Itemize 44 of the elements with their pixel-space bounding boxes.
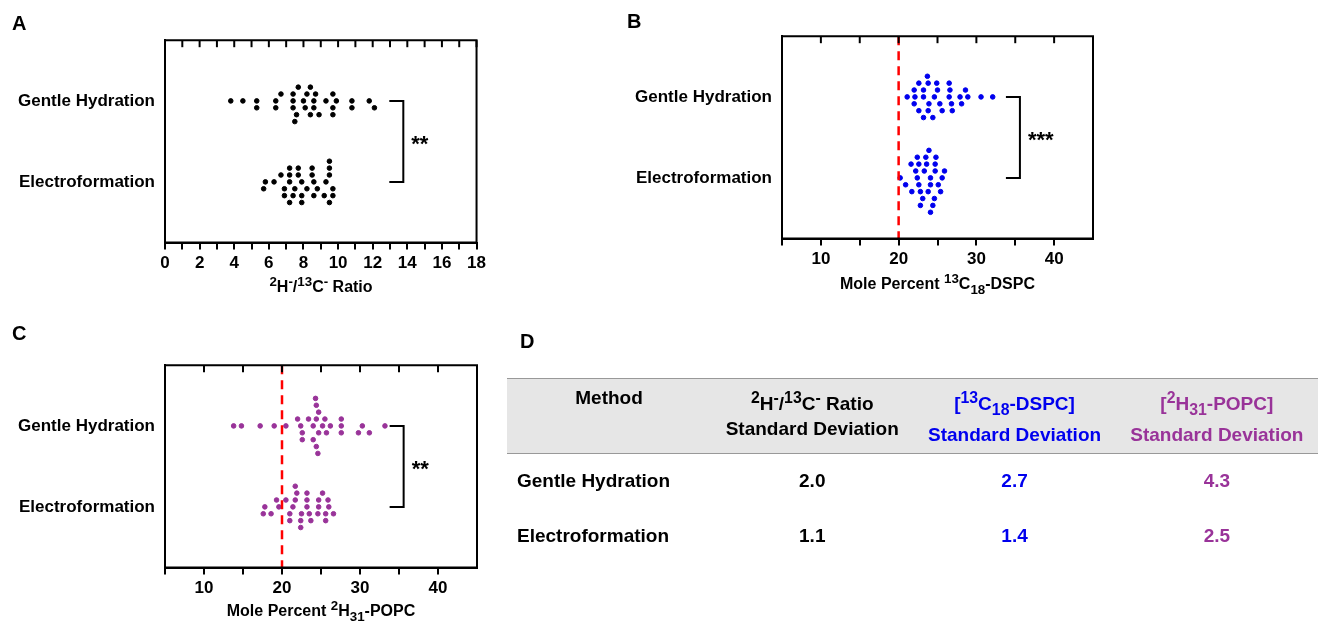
- y-tick-label: Electroformation: [18, 496, 155, 516]
- data-label: 1.1: [798, 524, 827, 549]
- legend-label: [$^{13}$C$_{18}$-DSPC] Standard Deviation: [913, 378, 1116, 454]
- data-label: 2.0: [798, 469, 827, 494]
- x-tick-label: 30: [966, 249, 986, 269]
- annotation: **: [411, 456, 430, 482]
- x-tick-label: 6: [264, 253, 274, 273]
- data-label: 2.5: [1202, 524, 1232, 549]
- x-tick-label: 10: [194, 578, 214, 598]
- x-tick-label: 8: [298, 253, 309, 273]
- text: $^{2}$H$^{-}$/$^{13}$C$^{-}$ Ratio Standard Deviation: [725, 389, 899, 440]
- x-axis-title: Mole Percent $^{2}$H$_{31}$-POPC: [225, 598, 417, 624]
- category-label: Electroformation: [516, 524, 671, 549]
- x-tick-label: 4: [229, 253, 240, 273]
- x-tick-label: 10: [328, 253, 348, 273]
- data-label: 1.4: [1000, 524, 1029, 549]
- x-tick-label: 18: [467, 253, 487, 273]
- data-label: 4.3: [1202, 469, 1232, 494]
- x-axis-title: $^{2}$H$^{-}$/$^{13}$C$^{-}$ Ratio: [268, 274, 374, 297]
- x-tick-label: 16: [432, 253, 452, 273]
- x-tick-label: 0: [160, 253, 170, 273]
- category-label: Gentle Hydration: [516, 469, 672, 494]
- legend-label: [$^{2}$H$_{31}$-POPC] Standard Deviation: [1115, 378, 1318, 454]
- annotation: **: [411, 131, 429, 157]
- chart-title: A: [12, 12, 27, 35]
- x-tick-label: 20: [272, 578, 292, 598]
- text: D: [520, 330, 535, 353]
- y-tick-label: Gentle Hydration: [18, 90, 155, 110]
- x-axis-title: Mole Percent $^{13}$C$_{18}$-DSPC: [839, 271, 1036, 297]
- x-tick-label: 2: [194, 253, 205, 273]
- data-label: 2.7: [1000, 469, 1029, 494]
- x-tick-label: 40: [1044, 249, 1064, 269]
- chart-title: B: [627, 10, 642, 33]
- x-tick-label: 10: [811, 249, 831, 269]
- annotation: ***: [1027, 127, 1055, 153]
- x-tick-label: 40: [428, 578, 448, 598]
- x-tick-label: 30: [350, 578, 370, 598]
- x-tick-label: 20: [889, 249, 909, 269]
- text: Method: [507, 378, 712, 454]
- x-tick-label: 12: [363, 253, 383, 273]
- y-tick-label: Electroformation: [18, 171, 155, 191]
- x-tick-label: 14: [397, 253, 418, 273]
- chart-title: C: [12, 322, 27, 345]
- y-tick-label: Gentle Hydration: [18, 415, 155, 435]
